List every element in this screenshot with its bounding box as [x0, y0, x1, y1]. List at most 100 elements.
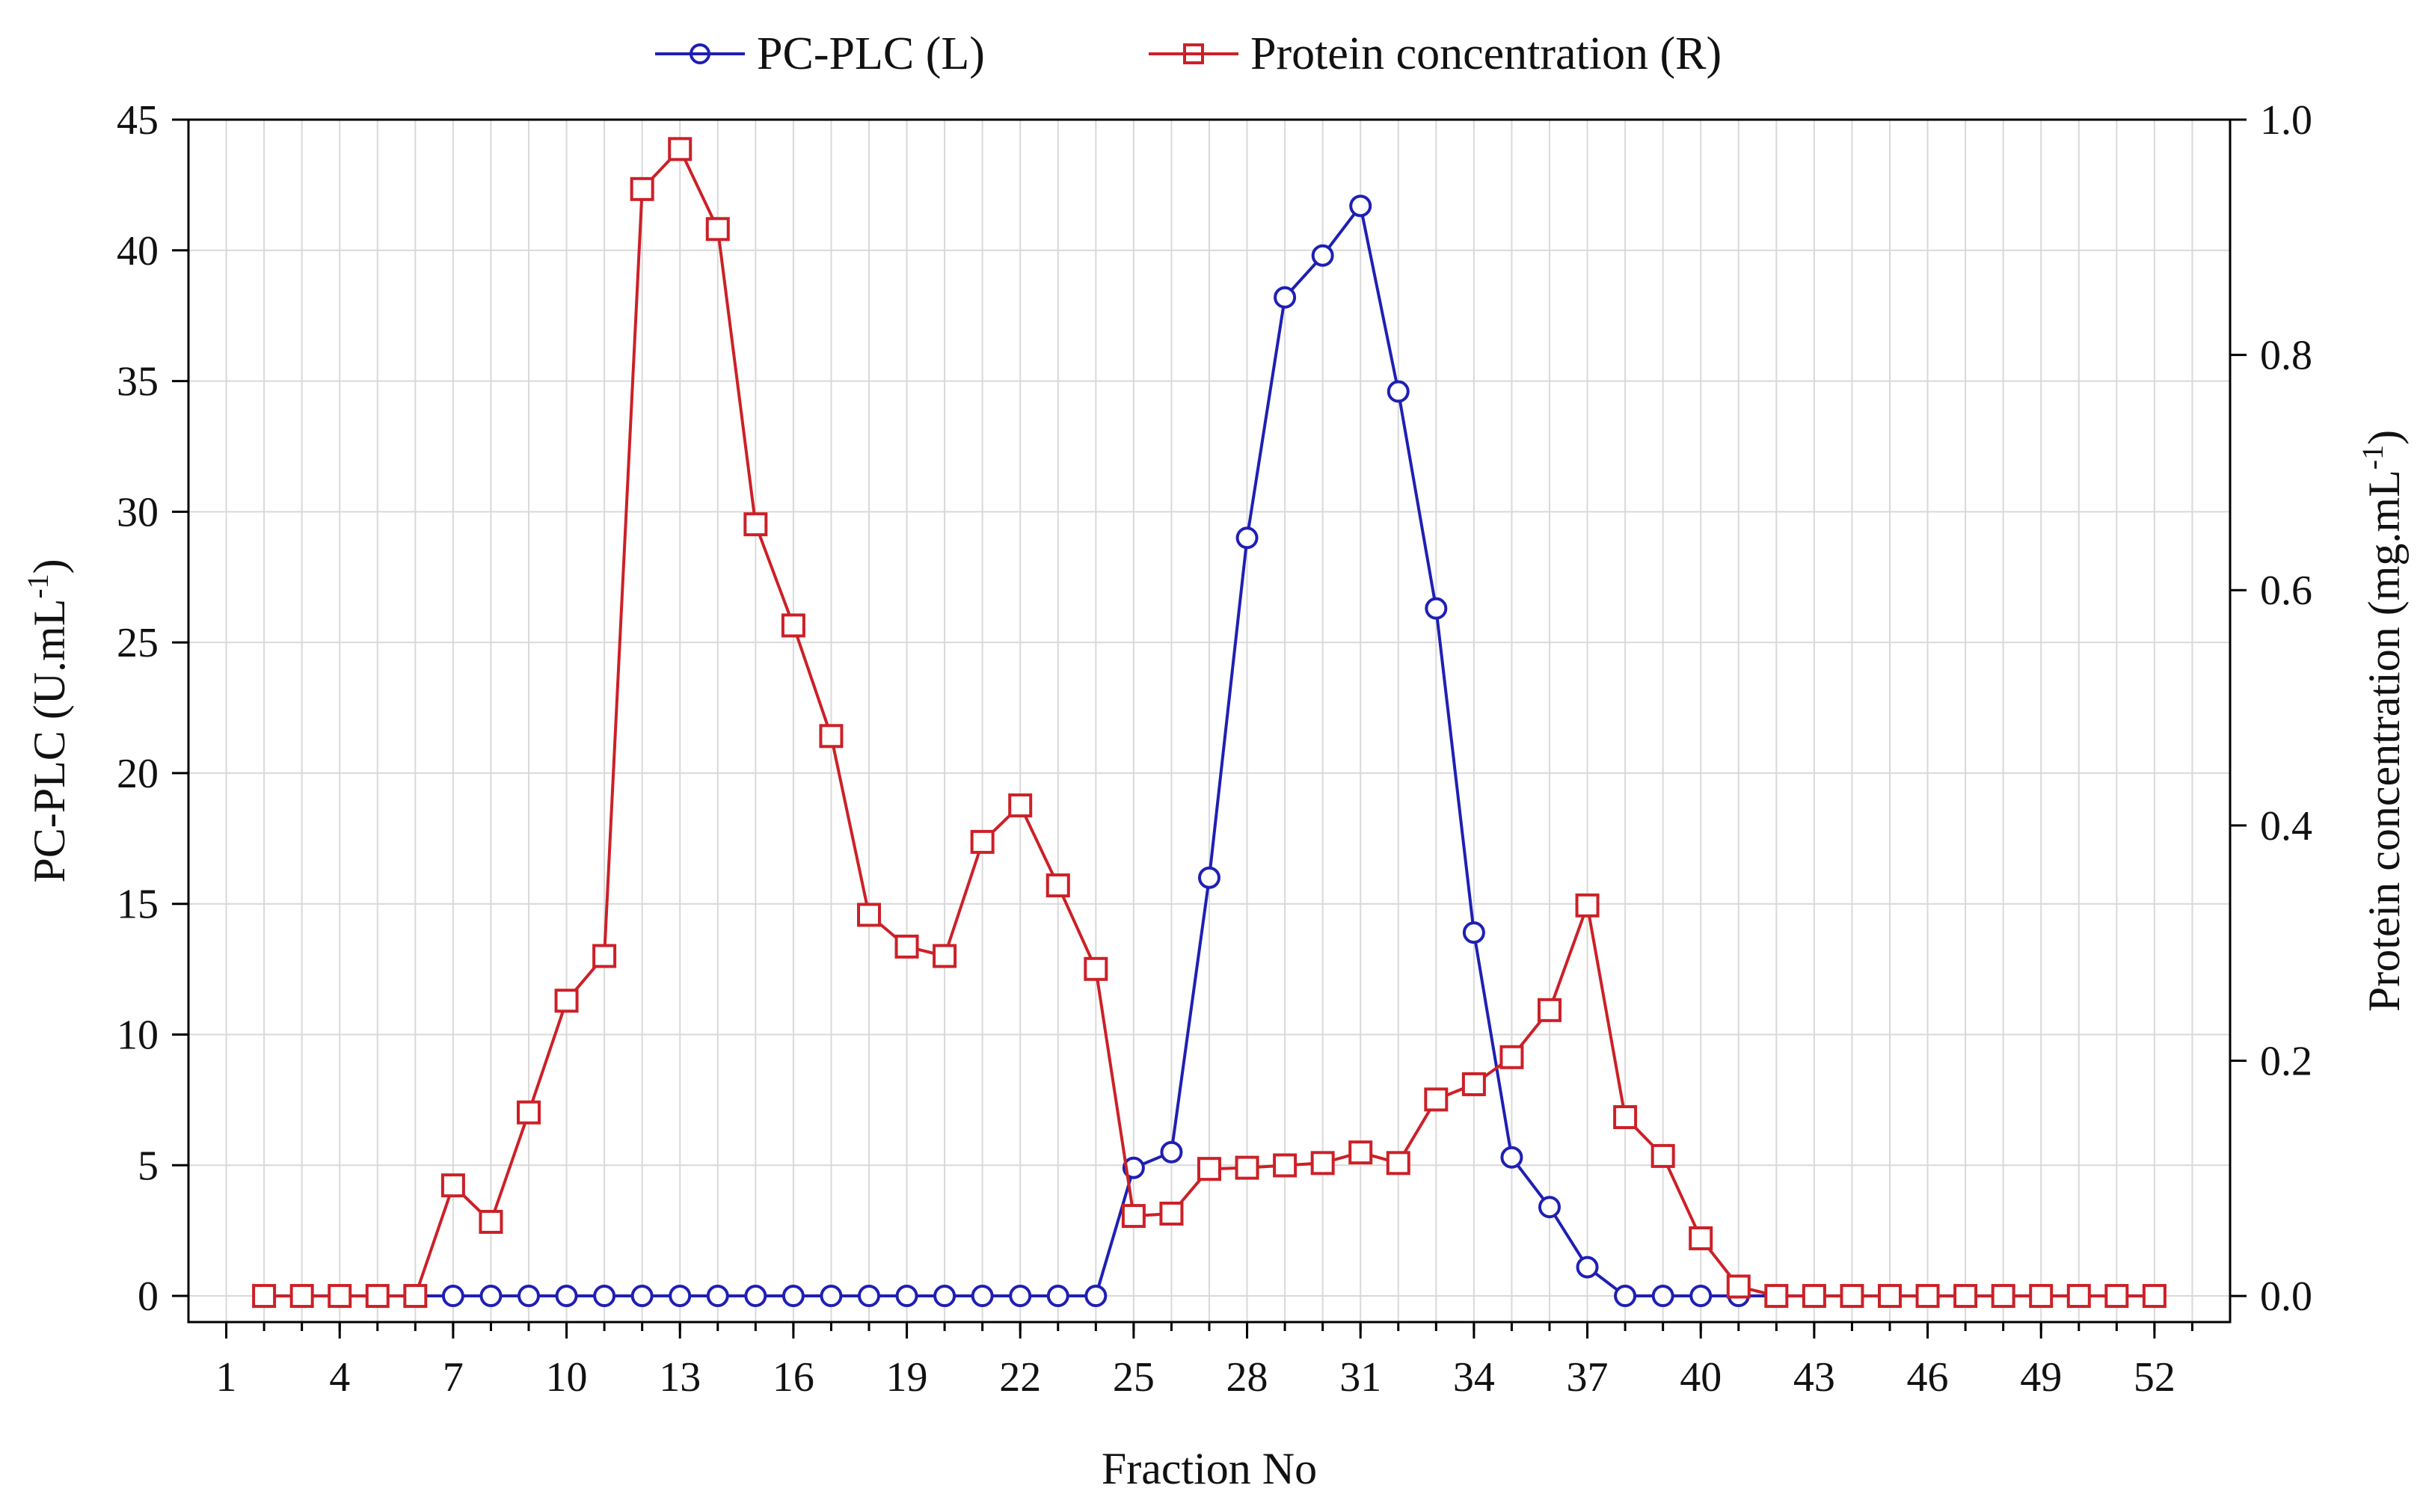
series-protein-point [2142, 1284, 2167, 1309]
y-left-tick-label: 10 [117, 1012, 159, 1058]
x-tick-label: 4 [329, 1354, 350, 1401]
series-protein-point [970, 829, 995, 854]
series-protein-point [743, 512, 768, 537]
series-pcplc-point [971, 1285, 994, 1308]
series-protein-point [1121, 1204, 1146, 1229]
series-protein-point [1538, 998, 1562, 1022]
series-protein-point [1159, 1201, 1184, 1226]
series-protein-point [781, 613, 805, 638]
series-pcplc-point [1576, 1256, 1599, 1279]
y-left-tick-label: 5 [138, 1143, 159, 1189]
series-protein-point [1273, 1153, 1298, 1178]
series-pcplc-point [895, 1285, 918, 1308]
series-protein-point [1461, 1072, 1486, 1096]
x-tick-label: 16 [773, 1354, 814, 1401]
series-protein-point [1424, 1087, 1449, 1112]
series-pcplc-point [1462, 921, 1485, 944]
series-protein-point [328, 1284, 352, 1309]
series-protein-point [1575, 893, 1600, 918]
series-protein-point [2066, 1284, 2091, 1309]
legend-marker-square [1183, 43, 1204, 64]
series-protein-point [1764, 1284, 1789, 1309]
x-tick-label: 34 [1453, 1354, 1495, 1401]
series-protein-point [1084, 956, 1108, 981]
x-tick-label: 40 [1680, 1354, 1722, 1401]
series-protein-point [630, 176, 654, 201]
x-tick-label: 46 [1907, 1354, 1949, 1401]
legend: PC-PLC (L) Protein concentration (R) [655, 28, 1722, 79]
y-left-tick-label: 35 [117, 359, 159, 405]
series-pcplc-point [706, 1285, 729, 1308]
series-protein-point [1991, 1284, 2015, 1309]
legend-label-pcplc: PC-PLC (L) [757, 28, 985, 79]
x-tick-label: 43 [1793, 1354, 1835, 1401]
series-protein-point [1348, 1140, 1373, 1165]
series-protein-point [1613, 1104, 1638, 1129]
series-protein-point [894, 934, 919, 959]
x-tick-label: 49 [2020, 1354, 2062, 1401]
y-left-tick-label: 45 [117, 97, 159, 144]
series-protein-point [554, 989, 579, 1013]
x-tick-label: 7 [443, 1354, 464, 1401]
x-axis-title: Fraction No [1102, 1444, 1317, 1493]
x-tick-label: 22 [999, 1354, 1041, 1401]
series-pcplc-point [1614, 1285, 1637, 1308]
y-right-tick-label: 0.4 [2260, 803, 2312, 849]
series-protein-point [440, 1173, 465, 1198]
series-pcplc-point [781, 1285, 805, 1308]
x-tick-label: 1 [216, 1354, 237, 1401]
series-protein-point [705, 217, 730, 242]
y-right-tick-label: 0.2 [2260, 1038, 2312, 1084]
x-tick-label: 25 [1113, 1354, 1155, 1401]
x-tick-label: 52 [2134, 1354, 2175, 1401]
series-pcplc-point [858, 1285, 880, 1308]
series-protein-point [668, 137, 693, 162]
series-protein-point [1802, 1284, 1826, 1309]
series-pcplc-point [1538, 1196, 1561, 1219]
series-protein-point [1499, 1045, 1524, 1069]
series-protein-point [1235, 1155, 1259, 1180]
series-protein-point [1953, 1284, 1978, 1309]
series-pcplc-point [1274, 286, 1297, 309]
series-protein-point [479, 1209, 503, 1234]
series-protein-point [1878, 1284, 1902, 1309]
legend-label-protein: Protein concentration (R) [1250, 28, 1722, 79]
series-pcplc-point [1425, 597, 1448, 620]
series-protein-point [1840, 1284, 1864, 1309]
series-protein-point [592, 944, 617, 968]
series-protein-point [365, 1284, 390, 1309]
series-protein-point [1650, 1143, 1675, 1168]
y-axis-right-title: Protein concentration (mg.mL-1) [2356, 430, 2409, 1012]
series-protein-point [517, 1100, 541, 1125]
series-pcplc-point [933, 1285, 956, 1308]
series-protein-point [2104, 1284, 2129, 1309]
x-tick-label: 31 [1339, 1354, 1381, 1401]
series-pcplc-point [744, 1285, 767, 1308]
series-pcplc-point [1500, 1146, 1523, 1169]
y-left-tick-label: 25 [117, 620, 159, 666]
x-tick-label: 13 [659, 1354, 701, 1401]
y-right-tick-label: 0.8 [2260, 333, 2312, 379]
series-pcplc-point [1084, 1285, 1108, 1308]
grid [188, 119, 2230, 1322]
series-protein-point [289, 1284, 314, 1309]
series-protein-point [1915, 1284, 1940, 1309]
series-pcplc-point [441, 1285, 464, 1308]
y-left-tick-label: 30 [117, 489, 159, 535]
series-pcplc-point [1122, 1156, 1145, 1179]
series-protein-point [1689, 1226, 1713, 1250]
y-left-tick-label: 15 [117, 882, 159, 928]
series-protein-point [252, 1284, 277, 1309]
y-right-tick-label: 0.6 [2260, 568, 2312, 614]
series-protein-point [819, 724, 844, 749]
series-pcplc-point [1689, 1285, 1713, 1308]
series-protein-point [857, 903, 881, 927]
series-protein-point [933, 944, 957, 968]
series-pcplc-point [1311, 244, 1334, 267]
series-protein-point [2029, 1284, 2054, 1309]
y-left-tick-label: 0 [138, 1273, 159, 1320]
series-protein-point [403, 1284, 428, 1309]
series-pcplc-point [1387, 380, 1410, 403]
series-layer [252, 137, 2167, 1309]
